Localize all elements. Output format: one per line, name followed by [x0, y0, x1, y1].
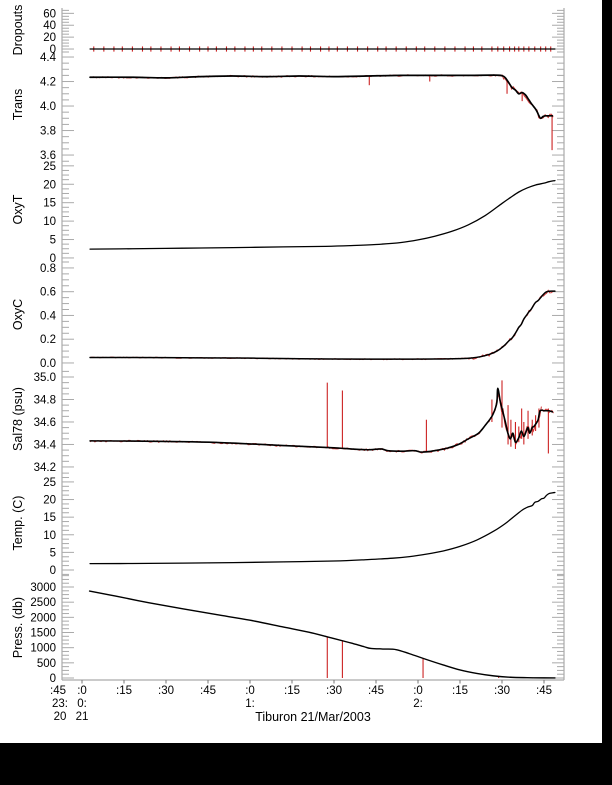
x-tick-label: :15 [452, 685, 468, 697]
x-tick-label: :30 [326, 685, 342, 697]
y-tick-label: 4.4 [40, 52, 57, 64]
y-axis-title-press: Press. (db) [11, 597, 25, 658]
panel-trans: 3.6 3.8 4.0 4.2 4.4 Trans [11, 52, 565, 162]
x-hour-label: 23: [52, 698, 68, 710]
y-tick-label: 0.6 [40, 287, 56, 299]
y-axis-title-trans: Trans [11, 89, 25, 121]
y-tick-label: 15 [43, 512, 56, 524]
bottom-black-band [0, 743, 612, 785]
y-tick-label: 34.8 [34, 394, 56, 406]
y-tick-label: 3.8 [40, 126, 56, 138]
y-tick-label: 3000 [30, 582, 56, 594]
x-hour-label: 1: [245, 698, 255, 710]
series-oxyc [89, 290, 556, 360]
panel-press: 0 500 1000 1500 2000 2500 3000 Press. (db) [11, 575, 565, 685]
y-tick-label: 34.2 [34, 462, 56, 474]
x-tick-label: :45 [50, 685, 66, 697]
y-tick-label: 0 [50, 565, 56, 577]
x-tick-label: :45 [368, 685, 384, 697]
x-tick-label: :0 [245, 685, 255, 697]
y-tick-label: 20 [43, 32, 56, 44]
y-tick-label: 34.4 [34, 439, 57, 451]
series-sal78 [89, 387, 554, 453]
right-black-strip [602, 0, 612, 785]
y-tick-label: 1000 [30, 643, 56, 655]
y-axis-title-oxyt: OxyT [11, 194, 25, 224]
y-tick-label: 40 [43, 20, 56, 32]
y-tick-label: 500 [37, 658, 56, 670]
y-tick-label: 0.8 [40, 263, 56, 275]
y-tick-label: 34.6 [34, 417, 56, 429]
panel-temp: 0 5 10 15 20 25 Temp. (C) [11, 471, 565, 577]
y-axis-title-oxyc: OxyC [11, 299, 25, 330]
x-tick-label: :30 [158, 685, 174, 697]
y-tick-label: 4.2 [40, 77, 56, 89]
y-tick-label: 0 [50, 253, 56, 265]
x-tick-label: :0 [77, 685, 87, 697]
x-hour-label: 0: [77, 698, 87, 710]
y-axis-title-dropouts: Dropouts [11, 5, 25, 56]
y-tick-label: 4.0 [40, 101, 56, 113]
series-temp [89, 491, 556, 565]
figure-caption: Tiburon 21/Mar/2003 [255, 710, 371, 724]
y-tick-label: 2500 [30, 597, 56, 609]
y-tick-label: 60 [43, 8, 56, 20]
x-day-label: 20 [54, 711, 67, 723]
x-hour-label: 2: [413, 698, 423, 710]
y-tick-label: 25 [43, 161, 56, 173]
x-tick-label: :0 [413, 685, 423, 697]
x-tick-label: :15 [284, 685, 300, 697]
y-tick-label: 25 [43, 477, 56, 489]
y-tick-label: 0 [50, 673, 56, 685]
panel-oxyt: 0 5 10 15 20 25 OxyT [11, 157, 565, 265]
x-day-label: 21 [76, 711, 89, 723]
y-tick-label: 0 [50, 44, 56, 56]
y-tick-label: 2000 [30, 612, 56, 624]
y-tick-label: 35.0 [34, 372, 56, 384]
x-tick-label: :15 [116, 685, 132, 697]
series-trans [89, 74, 554, 120]
y-tick-label: 15 [43, 198, 56, 210]
y-tick-label: 10 [43, 216, 56, 228]
x-tick-label: :45 [200, 685, 216, 697]
x-tick-label: :30 [494, 685, 510, 697]
y-tick-label: 0.0 [40, 358, 56, 370]
x-tick-label: :45 [536, 685, 552, 697]
y-tick-label: 3.6 [40, 150, 56, 162]
series-press [88, 590, 556, 679]
y-axis-title-sal78: Sal78 (psu) [11, 387, 25, 451]
y-tick-label: 20 [43, 179, 56, 191]
y-tick-label: 1500 [30, 628, 56, 640]
y-tick-label: 0.2 [40, 334, 56, 346]
y-tick-label: 5 [50, 235, 56, 247]
y-tick-label: 5 [50, 547, 56, 559]
y-tick-label: 0.4 [40, 310, 57, 322]
panel-sal78: 34.2 34.4 34.6 34.8 35.0 Sal78 (psu) [11, 367, 565, 474]
y-axis-title-temp: Temp. (C) [11, 496, 25, 551]
series-oxyt [89, 179, 556, 250]
y-tick-label: 10 [43, 530, 56, 542]
y-tick-label: 20 [43, 495, 56, 507]
panel-oxyc: 0.0 0.2 0.4 0.6 0.8 OxyC [11, 261, 565, 370]
